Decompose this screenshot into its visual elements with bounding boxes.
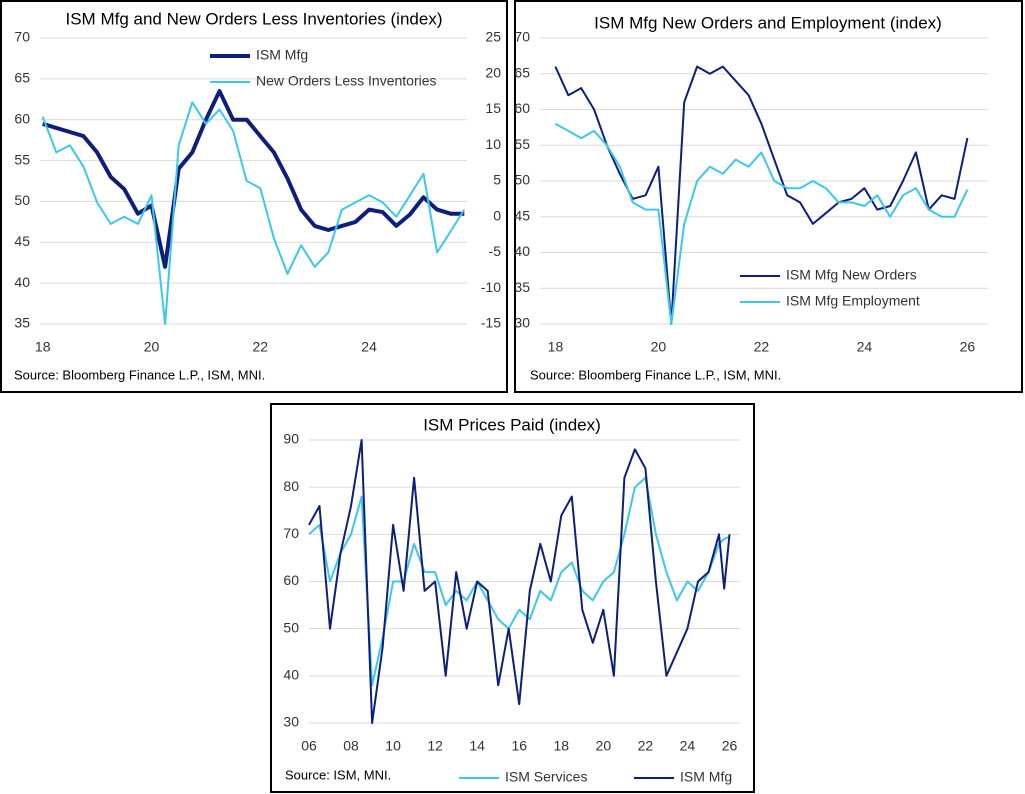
y-tick-label: 70 — [14, 29, 30, 45]
x-tick-label: 20 — [651, 339, 667, 355]
y-tick-label: 30 — [514, 315, 530, 331]
x-tick-label: 18 — [35, 339, 51, 355]
y-tick-label: 55 — [514, 136, 530, 152]
x-tick-label: 10 — [385, 738, 401, 754]
x-tick-label: 22 — [754, 339, 770, 355]
y-tick-label: 65 — [514, 64, 530, 80]
legend-label: ISM Mfg Employment — [786, 293, 920, 309]
y-tick-label: 80 — [283, 478, 299, 494]
x-tick-label: 24 — [361, 339, 377, 355]
y-tick-label: 45 — [14, 233, 30, 249]
y-tick-label: 40 — [283, 667, 299, 683]
chart-title: ISM Prices Paid (index) — [423, 415, 601, 434]
y2-tick-label: 15 — [485, 100, 501, 116]
y-tick-label: 70 — [283, 525, 299, 541]
x-tick-label: 12 — [427, 738, 443, 754]
x-tick-label: 08 — [343, 738, 359, 754]
y-tick-label: 50 — [283, 619, 299, 635]
x-tick-label: 16 — [511, 738, 527, 754]
y-tick-label: 45 — [514, 207, 530, 223]
x-tick-label: 20 — [144, 339, 160, 355]
y2-tick-label: 0 — [493, 207, 501, 223]
y-tick-label: 65 — [14, 70, 30, 86]
y2-tick-label: -5 — [489, 243, 502, 259]
source: Source: ISM, MNI. — [285, 767, 391, 782]
y-tick-label: 40 — [514, 243, 530, 259]
x-tick-label: 20 — [596, 738, 612, 754]
x-tick-label: 24 — [680, 738, 696, 754]
chart-frame — [514, 0, 1023, 393]
y2-tick-label: 25 — [485, 29, 501, 45]
source: Source: Bloomberg Finance L.P., ISM, MNI… — [14, 367, 265, 382]
legend-label: ISM Mfg — [680, 769, 732, 785]
x-tick-label: 22 — [253, 339, 269, 355]
legend-label: ISM Services — [505, 769, 587, 785]
y-tick-label: 50 — [14, 192, 30, 208]
x-tick-label: 26 — [722, 738, 738, 754]
y-tick-label: 60 — [14, 110, 30, 126]
legend-label: ISM Mfg New Orders — [786, 267, 917, 283]
series-line — [554, 122, 969, 325]
x-tick-label: 26 — [960, 339, 976, 355]
chart-frame — [0, 0, 508, 393]
x-tick-label: 18 — [548, 339, 564, 355]
series-line — [42, 89, 465, 269]
y-tick-label: 60 — [283, 572, 299, 588]
chart-frame — [270, 403, 755, 793]
y-tick-label: 35 — [14, 315, 30, 331]
y-tick-label: 30 — [283, 714, 299, 730]
y-tick-label: 60 — [514, 100, 530, 116]
series-line — [554, 65, 969, 325]
chart-title: ISM Mfg New Orders and Employment (index… — [594, 13, 942, 32]
series-line — [41, 101, 466, 325]
y2-tick-label: -10 — [481, 279, 501, 295]
x-tick-label: 14 — [469, 738, 485, 754]
y2-tick-label: 20 — [485, 64, 501, 80]
series-line — [308, 476, 730, 687]
source: Source: Bloomberg Finance L.P., ISM, MNI… — [530, 367, 781, 382]
series-line — [308, 439, 731, 724]
y-tick-label: 35 — [514, 279, 530, 295]
y-tick-label: 50 — [514, 172, 530, 188]
legend-label: New Orders Less Inventories — [256, 73, 437, 89]
y2-tick-label: -15 — [481, 315, 501, 331]
x-tick-label: 18 — [554, 738, 570, 754]
x-tick-label: 22 — [638, 738, 654, 754]
y2-tick-label: 10 — [485, 136, 501, 152]
chart-title: ISM Mfg and New Orders Less Inventories … — [66, 9, 443, 28]
y-tick-label: 55 — [14, 151, 30, 167]
x-tick-label: 24 — [857, 339, 873, 355]
y-tick-label: 90 — [283, 431, 299, 447]
y-tick-label: 40 — [14, 274, 30, 290]
y2-tick-label: 5 — [493, 172, 501, 188]
legend-label: ISM Mfg — [256, 47, 308, 63]
y-tick-label: 70 — [514, 29, 530, 45]
x-tick-label: 06 — [301, 738, 317, 754]
